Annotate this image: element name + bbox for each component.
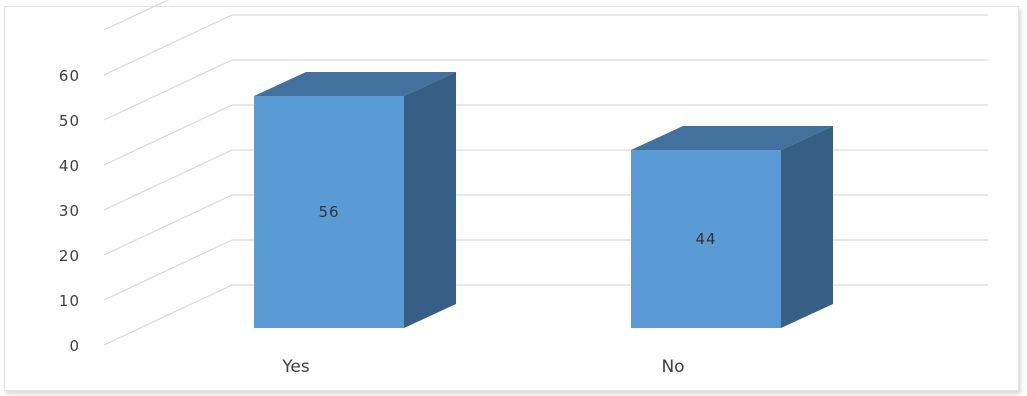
bar-top xyxy=(631,126,833,150)
x-tick-label: No xyxy=(661,357,684,377)
bar-side xyxy=(781,126,833,328)
gridline-side xyxy=(103,59,233,121)
gridline-side xyxy=(103,14,233,76)
gridlines xyxy=(103,0,988,346)
y-axis-ticks: 0 10 20 30 40 50 60 xyxy=(59,67,80,355)
gridline-side xyxy=(103,0,170,31)
bar-yes: 56 xyxy=(254,72,456,328)
y-tick-label: 20 xyxy=(59,247,80,265)
y-tick-label: 30 xyxy=(59,202,80,220)
bars: 56 44 xyxy=(254,72,833,328)
gridline-side xyxy=(103,104,233,166)
gridline-side xyxy=(103,239,233,301)
data-label: 44 xyxy=(695,230,716,248)
y-tick-label: 0 xyxy=(69,337,80,355)
bar-side xyxy=(404,72,456,328)
y-tick-label: 10 xyxy=(59,292,80,310)
bar-front xyxy=(254,96,404,328)
gridline-side xyxy=(103,194,233,256)
gridline-side xyxy=(103,149,233,211)
chart-frame xyxy=(4,6,1019,391)
bar-no: 44 xyxy=(631,126,833,328)
y-tick-label: 50 xyxy=(59,112,80,130)
gridline-side xyxy=(103,284,233,346)
bar-top xyxy=(254,72,456,96)
data-label: 56 xyxy=(318,203,339,221)
x-axis-labels: Yes No xyxy=(281,357,684,377)
x-tick-label: Yes xyxy=(281,357,310,377)
y-tick-label: 60 xyxy=(59,67,80,85)
bar-front xyxy=(631,150,781,328)
y-tick-label: 40 xyxy=(59,157,80,175)
